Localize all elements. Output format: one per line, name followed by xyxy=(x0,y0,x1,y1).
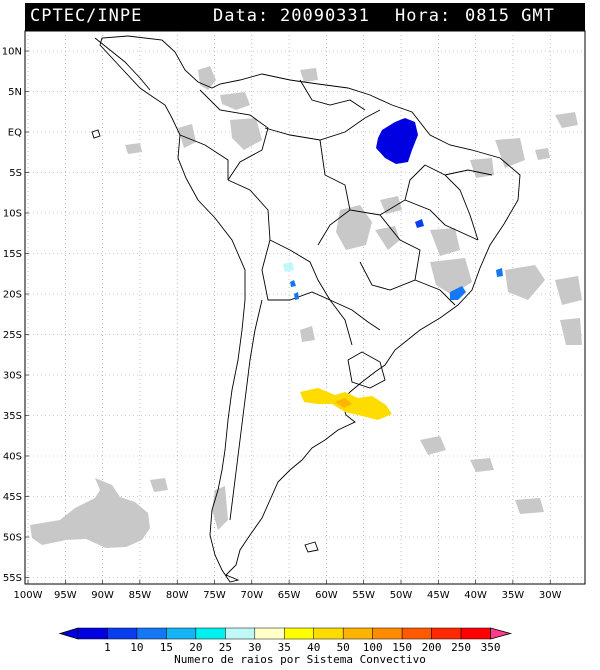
lat-label-15s: 15S xyxy=(3,249,22,260)
latitude-labels: 10N 5N EQ 5S 10S 15S 20S 25S 30S 35S 40S 45S 50S 55S xyxy=(2,47,22,585)
legend-swatch-10 xyxy=(372,627,403,640)
legend-swatch-2 xyxy=(136,627,167,640)
legend-swatch-9 xyxy=(342,627,373,640)
date-value: 20090331 xyxy=(280,6,370,26)
uruguay xyxy=(347,351,386,389)
longitude-labels: 100W 95W 90W 85W 80W 75W 70W 65W 60W 55W 50W 45W 40W… xyxy=(14,590,562,601)
legend-label-200: 200 xyxy=(422,641,442,654)
convective-systems xyxy=(283,118,503,420)
south-america-coastline xyxy=(99,35,521,583)
lat-label-35s: 35S xyxy=(3,411,22,422)
legend-label-350: 350 xyxy=(481,641,501,654)
legend-swatch-5 xyxy=(225,627,256,640)
system-atlantic-east xyxy=(496,268,503,277)
time-value: 0815 GMT xyxy=(465,6,555,26)
legend-arrow-left xyxy=(58,627,79,640)
legend-swatch-4 xyxy=(195,627,226,640)
legend-label-1: 1 xyxy=(104,641,111,654)
map-frame xyxy=(24,30,586,585)
legend-label-100: 100 xyxy=(363,641,383,654)
legend-label-25: 25 xyxy=(219,641,232,654)
system-amazon-mouth xyxy=(376,118,418,164)
lon-label-40w: 40W xyxy=(464,590,487,601)
legend-swatch-12 xyxy=(431,627,462,640)
lat-lon-grid xyxy=(25,31,585,584)
lon-label-60w: 60W xyxy=(315,590,338,601)
lat-label-25s: 25S xyxy=(3,330,22,341)
lon-label-80w: 80W xyxy=(166,590,189,601)
legend-colorbar: 1 10 15 20 25 30 35 40 50 100 150 200 250 350 xyxy=(58,627,513,654)
map-header: CPTEC/INPE Data: 20090331 Hora: 0815 GMT xyxy=(25,3,585,31)
system-bolivia-2 xyxy=(290,280,296,287)
lon-label-95w: 95W xyxy=(54,590,77,601)
argentina-chile xyxy=(229,299,263,521)
peru-ecuador xyxy=(179,134,229,180)
guyanas xyxy=(299,79,366,111)
legend-label-15: 15 xyxy=(160,641,173,654)
legend-swatch-7 xyxy=(284,627,314,640)
lat-label-30s: 30S xyxy=(3,371,22,382)
legend-swatch-8 xyxy=(313,627,344,640)
lat-label-10s: 10S xyxy=(3,209,22,220)
lon-label-90w: 90W xyxy=(91,590,114,601)
falklands xyxy=(304,541,319,553)
legend-swatch-13 xyxy=(460,627,491,640)
legend-arrow-right xyxy=(490,627,513,640)
lat-label-40s: 40S xyxy=(3,452,22,463)
argentina-paraguay xyxy=(329,299,381,331)
bolivia-paraguay xyxy=(261,239,353,346)
lat-label-5n: 5N xyxy=(8,87,22,98)
legend-swatch-0 xyxy=(77,627,108,640)
legend-label-30: 30 xyxy=(248,641,261,654)
lat-label-50s: 50S xyxy=(3,533,22,544)
legend-label-150: 150 xyxy=(392,641,412,654)
lat-label-20s: 20S xyxy=(3,290,22,301)
lon-label-50w: 50W xyxy=(390,590,413,601)
lon-label-65w: 65W xyxy=(278,590,301,601)
legend-label-40: 40 xyxy=(307,641,320,654)
system-rio-de-la-plata-edge xyxy=(335,398,352,408)
lon-label-85w: 85W xyxy=(129,590,152,601)
brazil-border-north xyxy=(264,109,381,141)
system-bolivia-3 xyxy=(294,292,299,300)
lat-label-5s: 5S xyxy=(9,168,22,179)
brazil-border-west xyxy=(227,179,331,301)
lon-label-75w: 75W xyxy=(203,590,226,601)
lat-label-eq: EQ xyxy=(8,128,22,139)
system-brazil-central xyxy=(415,219,424,228)
lon-label-55w: 55W xyxy=(352,590,375,601)
coastlines-and-borders xyxy=(91,35,521,583)
venezuela-colombia xyxy=(199,89,269,181)
central-america xyxy=(94,37,151,91)
system-southeast-brazil xyxy=(450,286,466,300)
lat-label-10n: 10N xyxy=(2,47,22,58)
legend-label-35: 35 xyxy=(278,641,291,654)
lon-label-35w: 35W xyxy=(502,590,525,601)
lat-label-45s: 45S xyxy=(3,492,22,503)
legend-title: Numero de raios por Sistema Convectivo xyxy=(174,653,426,666)
legend-swatch-11 xyxy=(401,627,432,640)
lon-label-70w: 70W xyxy=(240,590,263,601)
source-label: CPTEC/INPE xyxy=(30,6,143,26)
lon-label-30w: 30W xyxy=(539,590,562,601)
legend-swatch-1 xyxy=(107,627,138,640)
legend-label-50: 50 xyxy=(337,641,350,654)
date-label: Data: xyxy=(213,6,270,26)
legend-label-20: 20 xyxy=(189,641,202,654)
lon-label-45w: 45W xyxy=(427,590,450,601)
brazil-states xyxy=(317,139,493,306)
lat-label-55s: 55S xyxy=(3,573,22,584)
galapagos xyxy=(91,129,101,139)
system-bolivia-1 xyxy=(283,262,294,272)
legend-label-10: 10 xyxy=(130,641,143,654)
legend-label-250: 250 xyxy=(451,641,471,654)
time-label: Hora: xyxy=(395,6,452,26)
lon-label-100w: 100W xyxy=(14,590,43,601)
legend-swatch-6 xyxy=(254,627,285,640)
legend-swatch-3 xyxy=(166,627,197,640)
